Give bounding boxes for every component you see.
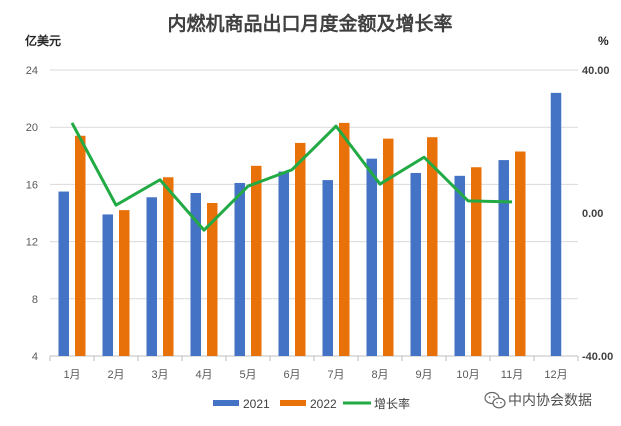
growth-line	[70, 122, 513, 232]
y2-axis-unit-label: %	[598, 34, 609, 48]
legend-label: 2021	[243, 397, 270, 411]
bar-2021	[190, 192, 201, 356]
y-tick-label: 24	[26, 65, 38, 77]
bar-2022	[295, 142, 306, 356]
watermark: 中内协会数据	[484, 391, 592, 409]
y-tick-label: 4	[32, 351, 38, 363]
legend-label: 增长率	[374, 396, 410, 411]
bar-2021	[146, 197, 157, 356]
bar-2022	[163, 177, 174, 356]
x-tick-label: 5月	[239, 369, 256, 381]
legend: 2021 2022 增长率	[213, 396, 410, 411]
x-tick-label: 9月	[415, 369, 432, 381]
x-tick-label: 2月	[107, 369, 124, 381]
tick-labels: 4 8 12 16 20 24 -40.00 0.00 40.00 1月 2月 3月 4月 5月 6月 7月 8…	[26, 65, 613, 381]
bar-2021	[454, 175, 465, 356]
bar-2022	[383, 138, 394, 356]
bar-2022	[251, 165, 262, 356]
gridlines	[49, 69, 579, 361]
x-tick-label: 4月	[195, 369, 212, 381]
y-tick-label: 12	[26, 237, 38, 249]
legend-swatch-2021	[213, 400, 239, 406]
bar-2022	[207, 202, 218, 356]
bar-2021	[102, 214, 113, 356]
bar-2022	[515, 151, 526, 356]
y-tick-label: 20	[26, 122, 38, 134]
growth-line-path	[70, 122, 513, 232]
bar-2021	[58, 191, 69, 356]
bar-2021	[498, 160, 509, 356]
y-axis-unit-label: 亿美元	[25, 33, 61, 48]
bar-2021	[550, 92, 562, 356]
x-tick-label: 11月	[501, 369, 523, 381]
bars	[58, 92, 562, 356]
x-tick-label: 6月	[283, 369, 300, 381]
bar-2022	[339, 122, 350, 356]
bar-2021	[322, 180, 333, 356]
y2-tick-label: 0.00	[582, 208, 603, 220]
x-tick-label: 1月	[63, 369, 80, 381]
bar-2022	[75, 135, 86, 356]
chart-title: 内燃机商品出口月度金额及增长率	[167, 12, 452, 35]
wechat-icon	[484, 391, 506, 409]
bar-2021	[234, 182, 245, 356]
bar-2022	[471, 167, 482, 356]
x-tick-label: 8月	[371, 369, 388, 381]
bar-2022	[119, 210, 130, 356]
watermark-text: 中内协会数据	[508, 392, 592, 408]
y-tick-label: 16	[26, 179, 38, 191]
bar-2021	[278, 171, 289, 356]
x-tick-label: 10月	[456, 369, 479, 381]
x-tick-label: 7月	[327, 369, 344, 381]
bar-2022	[427, 137, 438, 356]
x-tick-label: 12月	[544, 369, 567, 381]
legend-swatch-2022	[280, 400, 306, 406]
legend-label: 2022	[310, 397, 337, 411]
bar-2021	[410, 172, 421, 356]
y-tick-label: 8	[32, 294, 38, 306]
y2-tick-label: 40.00	[582, 65, 610, 77]
x-tick-label: 3月	[151, 369, 168, 381]
bar-2021	[366, 158, 377, 356]
y2-tick-label: -40.00	[582, 351, 613, 363]
